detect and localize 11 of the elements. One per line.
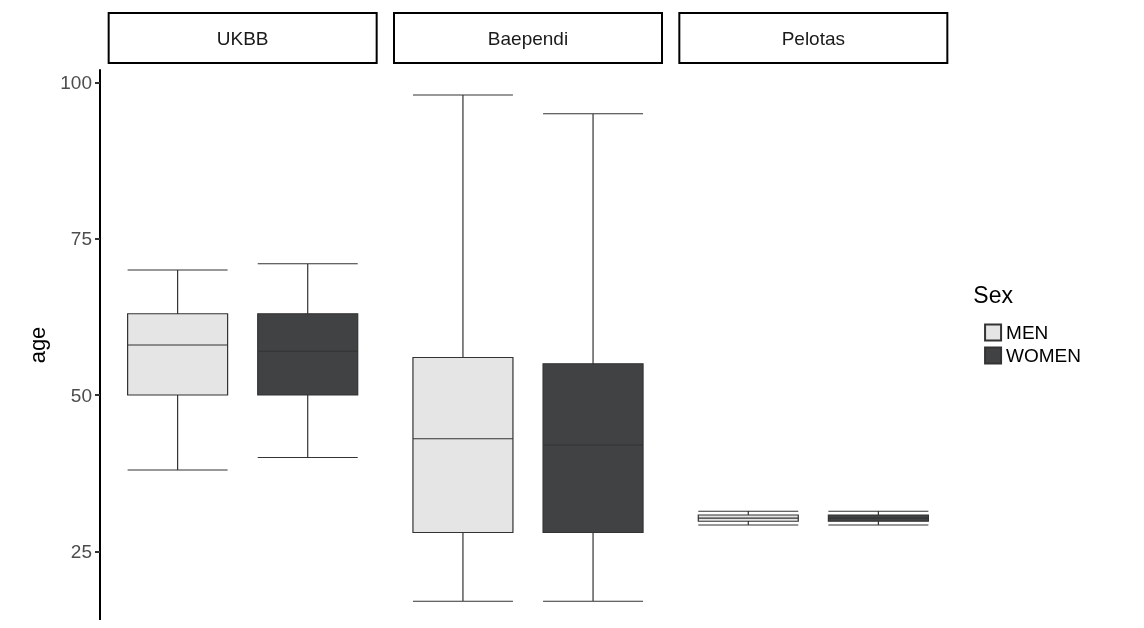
legend-title: Sex xyxy=(973,281,1014,308)
y-tick-label: 100 xyxy=(60,72,92,93)
x-tick-label: Baependi xyxy=(487,27,569,49)
legend-label: MEN xyxy=(1006,322,1049,343)
legend-label: WOMEN xyxy=(1006,345,1081,366)
x-tick-label: Pelotas xyxy=(781,27,846,49)
y-tick-label: 75 xyxy=(70,228,92,250)
y-tick-label: 25 xyxy=(70,540,92,562)
y-axis-title: age xyxy=(24,326,50,364)
y-tick-label: 50 xyxy=(70,384,92,406)
x-tick-label: UKBB xyxy=(216,27,269,49)
